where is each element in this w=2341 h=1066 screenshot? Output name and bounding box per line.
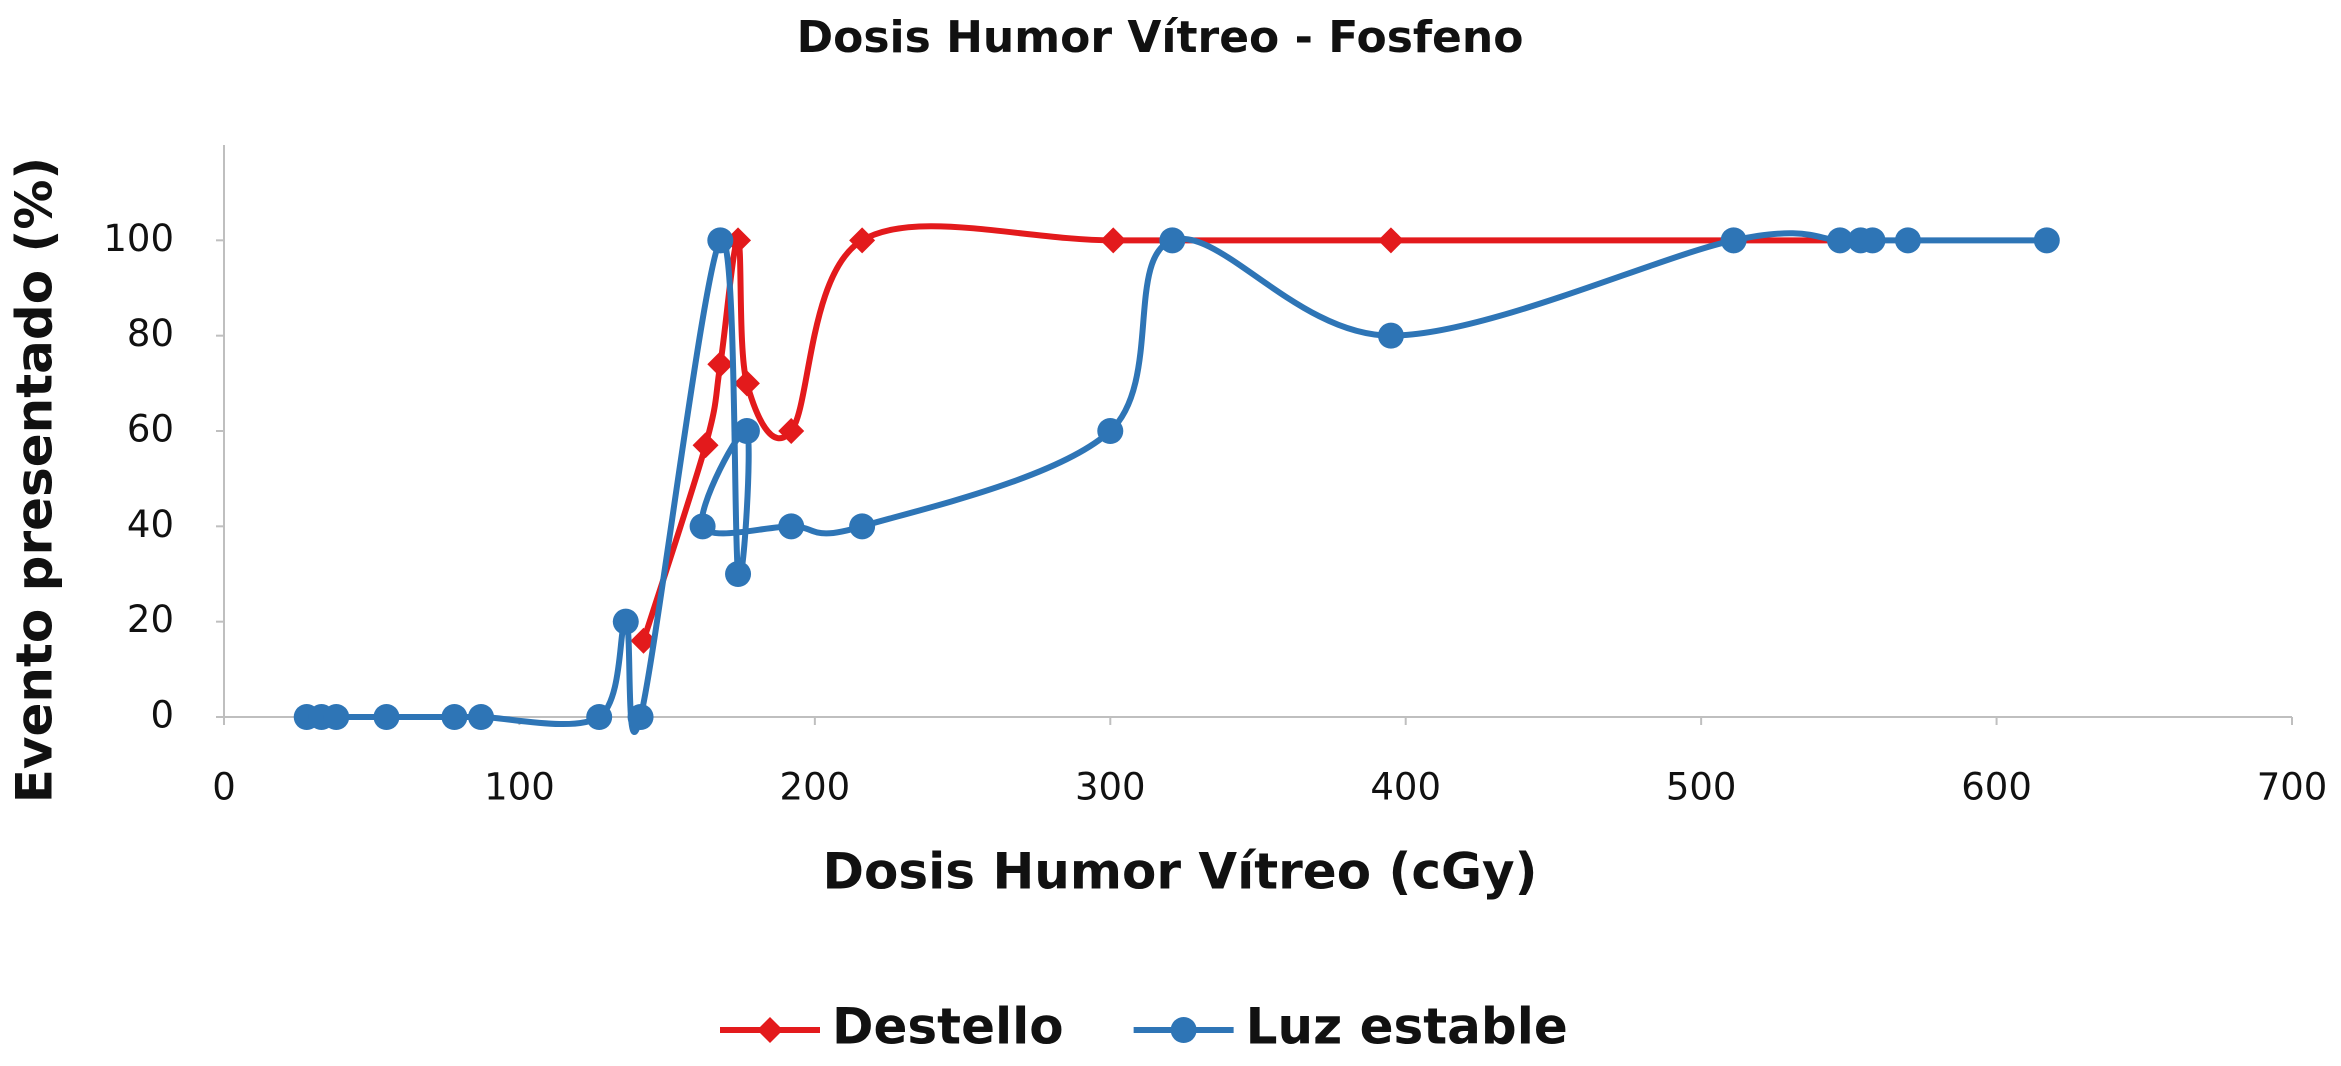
marker (468, 704, 495, 730)
marker (1377, 322, 1404, 349)
marker (1859, 227, 1886, 254)
marker (373, 704, 400, 730)
x-tick-label: 700 (2257, 766, 2328, 809)
y-axis-title: Evento presentado (%) (6, 157, 64, 804)
y-tick-label: 60 (127, 408, 174, 451)
marker (1159, 227, 1186, 254)
x-tick-label: 0 (212, 766, 236, 809)
marker (733, 370, 760, 397)
marker (733, 418, 760, 444)
marker (725, 561, 752, 587)
legend-label: Luz estable (1246, 998, 1568, 1056)
marker (612, 608, 639, 635)
marker (441, 704, 468, 730)
marker (2033, 227, 2060, 254)
marker (1720, 227, 1747, 254)
x-tick-label: 200 (780, 766, 851, 809)
marker (849, 227, 876, 254)
marker (586, 704, 613, 730)
y-tick-label: 100 (103, 217, 174, 260)
y-tick-label: 20 (127, 598, 174, 641)
x-tick-label: 100 (484, 766, 555, 809)
y-tick-label: 40 (127, 503, 174, 546)
marker (778, 513, 805, 540)
series (630, 223, 1853, 654)
series-line (306, 230, 2047, 735)
marker (707, 227, 734, 254)
x-tick-label: 600 (1961, 766, 2032, 809)
marker (1894, 227, 1921, 254)
marker (1377, 227, 1404, 254)
x-tick-label: 500 (1666, 766, 1737, 809)
marker (778, 418, 805, 444)
marker (707, 351, 734, 378)
chart-title: Dosis Humor Vítreo - Fosfeno (797, 12, 1524, 63)
marker (323, 704, 350, 730)
marker (627, 704, 654, 730)
marker (692, 432, 719, 459)
x-tick-label: 300 (1075, 766, 1146, 809)
marker (849, 513, 876, 540)
series (293, 227, 2060, 735)
x-tick-label: 400 (1370, 766, 1441, 809)
x-axis-title: Dosis Humor Vítreo (cGy) (823, 843, 1538, 901)
y-tick-label: 0 (150, 694, 174, 737)
marker (1826, 227, 1853, 254)
marker (1100, 227, 1127, 254)
legend-label: Destello (832, 998, 1064, 1056)
y-tick-label: 80 (127, 312, 174, 355)
series-line (640, 223, 1840, 642)
marker (1097, 418, 1124, 444)
legend-marker (1170, 1017, 1197, 1043)
marker (689, 513, 716, 540)
legend-marker (757, 1017, 783, 1043)
